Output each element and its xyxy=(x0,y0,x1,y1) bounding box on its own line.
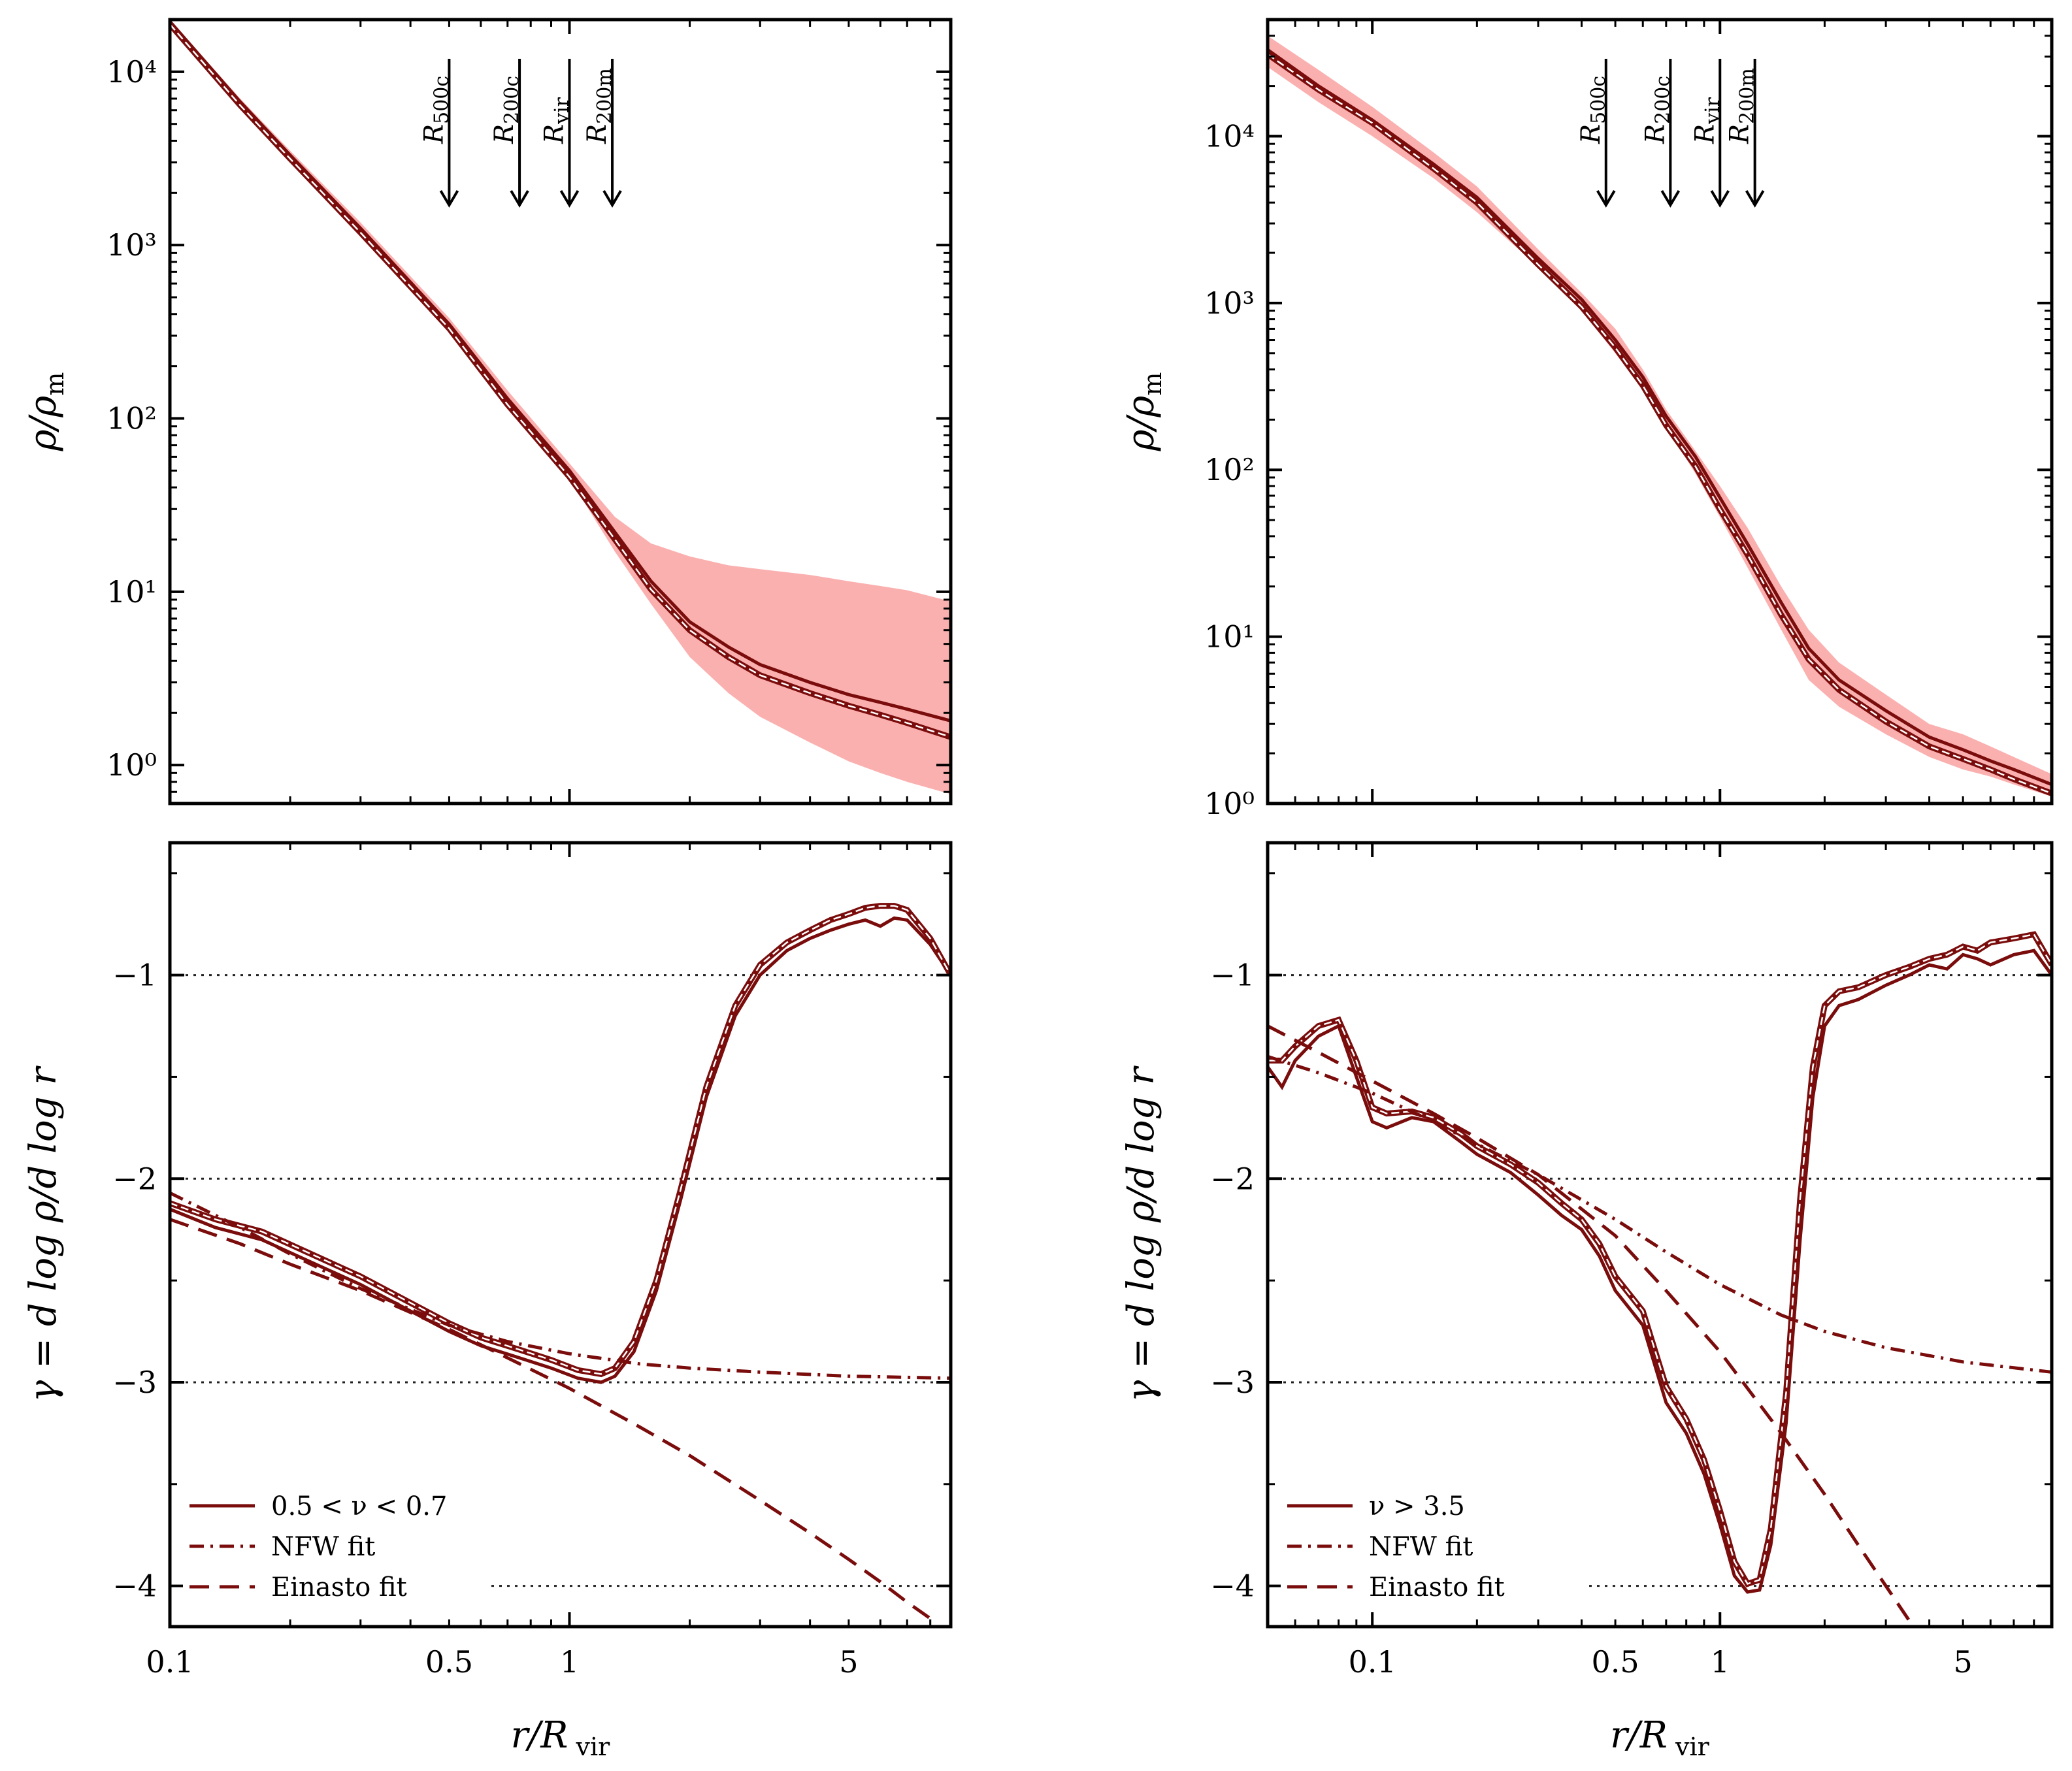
marker-label: R200m xyxy=(582,68,616,144)
y-tick-label: 10¹ xyxy=(107,574,157,609)
marker-label: Rvir xyxy=(1690,97,1724,144)
plot-area xyxy=(170,20,951,794)
y-tick-label: 10¹ xyxy=(1204,619,1255,655)
radius-marker: Rvir xyxy=(539,59,580,208)
legend-label: 0.5 < ν < 0.7 xyxy=(271,1491,447,1521)
y-tick-label: −1 xyxy=(112,958,157,993)
y-tick-label: 10⁴ xyxy=(107,54,157,89)
x-axis-label: r/R vir xyxy=(511,1714,611,1761)
marker-label: R500c xyxy=(1576,76,1610,144)
series-nfw-fit xyxy=(170,1191,951,1380)
legend-label: NFW fit xyxy=(1369,1532,1473,1562)
marker-label: R200m xyxy=(1725,68,1759,144)
axes-frame xyxy=(168,18,953,805)
series-einasto-fit xyxy=(1268,1024,1916,1627)
series-0-5-0-7 xyxy=(170,916,951,1384)
series-einasto-fit xyxy=(170,1218,932,1620)
y-tick-label: 10² xyxy=(1204,452,1255,487)
axes-frame xyxy=(1266,841,2054,1629)
y-tick-label: 10⁴ xyxy=(1204,118,1255,154)
panel-slope-low-nu: −1 −2 −3 −4 0.1 0.5 1 5 γ = d log ρ/d log r r/R v… xyxy=(22,841,953,1761)
plot-area xyxy=(170,903,951,1620)
x-tick-label: 0.1 xyxy=(1349,1644,1396,1680)
x-tick-label: 0.1 xyxy=(146,1644,193,1680)
y-tick-label: −2 xyxy=(1210,1161,1255,1196)
radius-marker: Rvir xyxy=(1690,59,1730,208)
series-mean xyxy=(1268,52,2052,796)
y-tick-label: −4 xyxy=(1210,1568,1255,1604)
marker-label: R200c xyxy=(1640,76,1674,144)
legend: ν > 3.5 NFW fit Einasto fit xyxy=(1281,1480,1588,1610)
x-tick-label: 0.5 xyxy=(425,1644,473,1680)
y-tick-label: −2 xyxy=(112,1161,157,1196)
y-axis-label: γ = d log ρ/d log r xyxy=(22,1065,65,1403)
legend-label: Einasto fit xyxy=(271,1572,407,1602)
y-tick-label: 10³ xyxy=(1204,285,1255,321)
series-nfw-fit xyxy=(1268,1054,2052,1374)
plot-area xyxy=(1268,35,2052,797)
panel-slope-high-nu: −1 −2 −3 −4 0.1 0.5 1 5 γ = d log ρ/d log r r/R v… xyxy=(1120,841,2054,1761)
marker-label: Rvir xyxy=(539,97,573,144)
series--3-5 xyxy=(1268,949,2052,1594)
y-tick-label: −3 xyxy=(1210,1365,1255,1400)
y-tick-label: −1 xyxy=(1210,958,1255,993)
marker-label: R200c xyxy=(489,76,523,144)
radius-marker: R200m xyxy=(1725,59,1765,208)
x-tick-label: 0.5 xyxy=(1592,1644,1639,1680)
series-mean xyxy=(1268,931,2052,1587)
legend: 0.5 < ν < 0.7 NFW fit Einasto fit xyxy=(183,1480,490,1610)
scatter-band xyxy=(170,20,951,794)
x-tick-label: 1 xyxy=(1711,1644,1730,1680)
x-tick-label: 5 xyxy=(839,1644,858,1680)
y-tick-label: 10³ xyxy=(107,227,157,263)
series-mean xyxy=(170,903,951,1378)
x-tick-label: 1 xyxy=(560,1644,579,1680)
y-axis-label: ρ/ρm xyxy=(22,372,69,452)
legend-label: Einasto fit xyxy=(1369,1572,1505,1602)
y-axis-label: ρ/ρm xyxy=(1120,372,1167,452)
plot-area xyxy=(1268,931,2052,1627)
x-axis-label: r/R vir xyxy=(1610,1714,1710,1761)
legend-label: NFW fit xyxy=(271,1532,375,1562)
y-tick-label: 10² xyxy=(107,401,157,436)
radius-marker: R200c xyxy=(489,59,529,208)
y-tick-label: 10⁰ xyxy=(1204,786,1255,821)
y-tick-label: −4 xyxy=(112,1568,157,1604)
x-tick-label: 5 xyxy=(1954,1644,1973,1680)
y-axis-label: γ = d log ρ/d log r xyxy=(1120,1065,1162,1403)
radius-marker: R200m xyxy=(582,59,622,208)
y-tick-label: 10⁰ xyxy=(107,747,157,783)
axes-frame xyxy=(168,841,953,1629)
axes-frame xyxy=(1266,18,2054,805)
radius-marker: R500c xyxy=(419,59,459,208)
marker-label: R500c xyxy=(419,76,453,144)
radius-marker: R200c xyxy=(1640,59,1681,208)
radius-marker: R500c xyxy=(1576,59,1616,208)
series-mean xyxy=(170,22,951,740)
series-median xyxy=(1268,48,2052,787)
legend-label: ν > 3.5 xyxy=(1369,1491,1465,1521)
y-tick-label: −3 xyxy=(112,1365,157,1400)
panel-density-low-nu: R500c R200c Rvir R200m 10⁰ 10¹ 10² 10³ 10⁴ ρ/ρm xyxy=(22,18,953,805)
